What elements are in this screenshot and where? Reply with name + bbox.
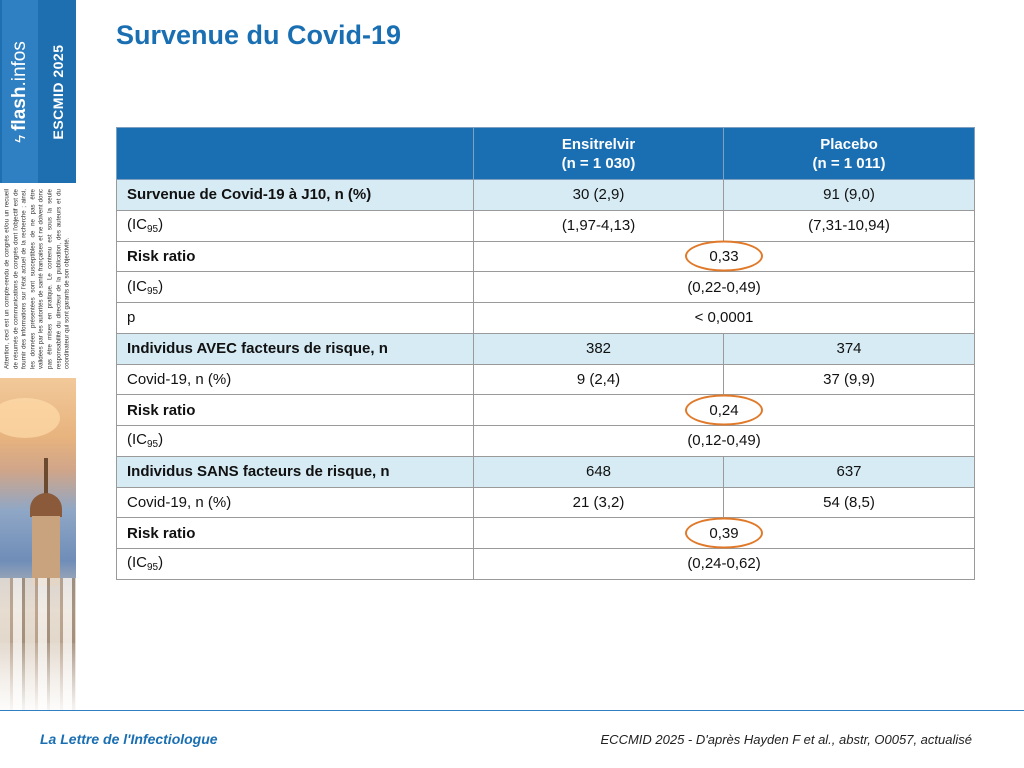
row-value-a: 382 (473, 332, 724, 365)
table-row: Risk ratio 0,39 (116, 517, 975, 549)
row-value-merged: (0,24-0,62) (473, 548, 975, 580)
row-value-a: 21 (3,2) (473, 486, 724, 519)
row-value-b: 37 (9,9) (723, 363, 975, 396)
highlight-circle (684, 517, 763, 549)
header-ensitrelvir: Ensitrelvir (n = 1 030) (473, 127, 724, 180)
header-col-b-n: (n = 1 011) (812, 154, 886, 172)
row-label: (IC95) (116, 271, 474, 303)
row-value-b: 637 (723, 455, 975, 488)
table-row: Individus SANS facteurs de risque, n 648… (116, 455, 975, 488)
row-value-merged: 0,39 (473, 517, 975, 549)
page-title: Survenue du Covid-19 (116, 20, 402, 50)
row-value-a: (1,97-4,13) (473, 209, 724, 242)
row-value-b: 374 (723, 332, 975, 365)
row-value-merged: < 0,0001 (473, 302, 975, 334)
row-label: Risk ratio (116, 394, 474, 426)
table-row: Covid-19, n (%) 21 (3,2) 54 (8,5) (116, 486, 975, 519)
brand-flash: flash (9, 86, 30, 131)
header-placebo: Placebo (n = 1 011) (723, 127, 975, 180)
disclaimer-text: Attention, ceci est un compte-rendu de c… (3, 189, 71, 369)
header-col-a-n: (n = 1 030) (561, 154, 636, 172)
brand-band: ϟ flash.infos ESCMID 2025 (0, 0, 76, 183)
footer-journal: La Lettre de l'Infectiologue (40, 731, 218, 747)
table-row: Survenue de Covid-19 à J10, n (%) 30 (2,… (116, 179, 975, 211)
table-row: (IC95) (0,12-0,49) (116, 425, 975, 457)
header-col-b-name: Placebo (820, 135, 878, 153)
row-value-b: 91 (9,0) (723, 179, 975, 211)
row-value-merged: 0,33 (473, 240, 975, 273)
table-row: Risk ratio 0,24 (116, 394, 975, 426)
header-empty (116, 127, 474, 180)
row-label: Covid-19, n (%) (116, 486, 474, 519)
footer-reference: ECCMID 2025 - D'après Hayden F et al., a… (600, 732, 972, 747)
row-value-merged: 0,24 (473, 394, 975, 426)
brand-logo: ϟ flash.infos (2, 0, 38, 183)
table-row: (IC95) (0,24-0,62) (116, 548, 975, 580)
table-header-row: Ensitrelvir (n = 1 030) Placebo (n = 1 0… (116, 127, 975, 180)
disclaimer: Attention, ceci est un compte-rendu de c… (2, 188, 74, 370)
table-row: (IC95) (1,97-4,13) (7,31-10,94) (116, 209, 975, 242)
bolt-icon: ϟ (12, 134, 29, 143)
row-label: Covid-19, n (%) (116, 363, 474, 396)
row-label: Risk ratio (116, 240, 474, 273)
row-value-a: 9 (2,4) (473, 363, 724, 396)
sidebar: ϟ flash.infos ESCMID 2025 Attention, ceci… (0, 0, 76, 710)
row-value-b: 54 (8,5) (723, 486, 975, 519)
row-label: Risk ratio (116, 517, 474, 549)
row-label: Individus SANS facteurs de risque, n (116, 455, 474, 488)
row-label: (IC95) (116, 425, 474, 457)
row-label: Survenue de Covid-19 à J10, n (%) (116, 179, 474, 211)
event-label: ESCMID 2025 (50, 44, 66, 139)
results-table: Ensitrelvir (n = 1 030) Placebo (n = 1 0… (116, 127, 975, 580)
table-row: Risk ratio 0,33 (116, 240, 975, 273)
event-label-box: ESCMID 2025 (40, 0, 76, 183)
row-value-merged: (0,22-0,49) (473, 271, 975, 303)
table-row: (IC95) (0,22-0,49) (116, 271, 975, 303)
table-row: p < 0,0001 (116, 302, 975, 334)
row-label: Individus AVEC facteurs de risque, n (116, 332, 474, 365)
highlight-circle (684, 240, 763, 272)
table-row: Individus AVEC facteurs de risque, n 382… (116, 332, 975, 365)
row-label: p (116, 302, 474, 334)
footer-divider (0, 710, 1024, 711)
row-value-a: 30 (2,9) (473, 179, 724, 211)
row-value-merged: (0,12-0,49) (473, 425, 975, 457)
row-value-b: (7,31-10,94) (723, 209, 975, 242)
row-label: (IC95) (116, 548, 474, 580)
brand-infos: .infos (9, 40, 30, 87)
table-row: Covid-19, n (%) 9 (2,4) 37 (9,9) (116, 363, 975, 396)
row-label: (IC95) (116, 209, 474, 242)
highlight-circle (684, 394, 763, 426)
row-value-a: 648 (473, 455, 724, 488)
city-photo (0, 378, 76, 710)
header-col-a-name: Ensitrelvir (561, 135, 636, 153)
